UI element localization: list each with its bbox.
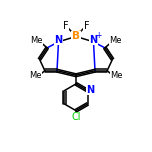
Text: N: N: [86, 85, 95, 95]
Text: +: +: [96, 31, 102, 40]
Text: Cl: Cl: [71, 112, 81, 123]
Text: Me: Me: [109, 36, 122, 45]
Text: Me: Me: [30, 36, 43, 45]
Text: N: N: [54, 35, 63, 45]
Text: ⁻: ⁻: [77, 28, 81, 37]
Text: F: F: [84, 21, 90, 31]
Text: N: N: [89, 35, 98, 45]
Text: B: B: [72, 31, 80, 41]
Text: Me: Me: [29, 71, 42, 81]
Text: Me: Me: [110, 71, 123, 81]
Text: F: F: [62, 21, 68, 31]
